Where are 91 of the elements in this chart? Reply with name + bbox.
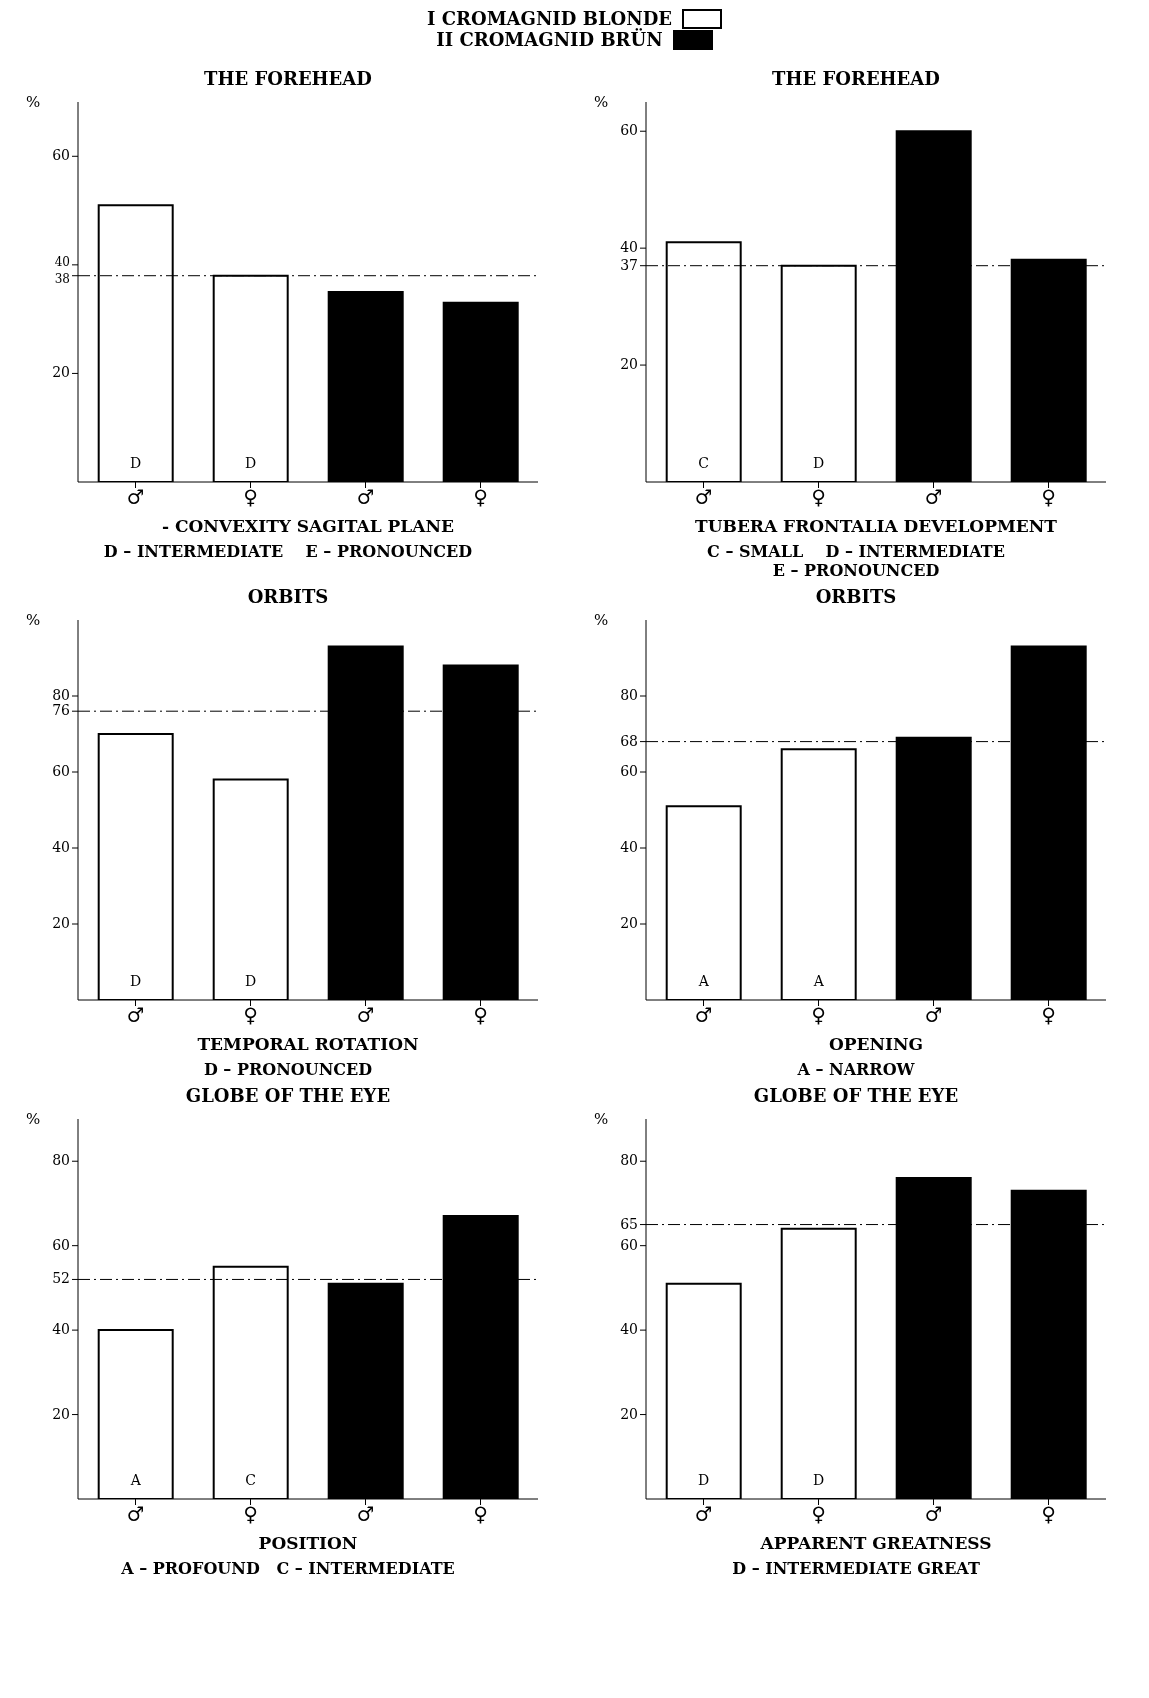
data-label: D: [245, 455, 257, 471]
y-tick-label: 20: [620, 915, 638, 931]
x-tick-label: ♂: [694, 1502, 713, 1527]
y-tick-label: 20: [620, 1405, 638, 1422]
y-tick-label: 65: [620, 1215, 638, 1232]
x-axis-title: TUBERA FRONTALIA DEVELOPMENT: [695, 516, 1058, 536]
x-axis-title: - CONVEXITY SAGITAL PLANE: [162, 516, 455, 536]
text: D – PRONOUNCED: [202, 1060, 374, 1079]
x-tick-label: ♀: [1041, 1003, 1056, 1028]
x-axis-title: APPARENT GREATNESS: [759, 1533, 992, 1553]
text: D – INTERMEDIATE GREAT: [731, 1559, 981, 1578]
y-tick-label: 20: [620, 356, 638, 373]
data-label: A: [129, 1472, 142, 1488]
x-tick-label: ♂: [126, 1003, 145, 1028]
y-tick-label: 40: [54, 254, 70, 269]
x-tick-label: ♀: [811, 485, 826, 510]
data-label: D: [813, 455, 825, 471]
y-tick-label: 20: [52, 1405, 70, 1422]
x-tick-label: ♀: [243, 485, 258, 510]
data-label: D: [130, 973, 142, 989]
y-tick-label: 38: [54, 271, 70, 286]
x-tick-label: ♂: [694, 1003, 713, 1028]
x-tick-label: ♀: [243, 1003, 258, 1028]
legend-label: II CROMAGNID BRÜN: [436, 29, 663, 50]
x-tick-label: ♀: [473, 1003, 488, 1028]
chart-title: ORBITS: [814, 586, 898, 609]
y-tick-label: 60: [52, 1236, 70, 1253]
y-tick-label: 37: [620, 256, 638, 273]
y-tick-label: 60: [620, 763, 638, 779]
y-tick-label: 60: [52, 147, 70, 164]
chart-title: GLOBE OF THE EYE: [184, 1085, 392, 1108]
chart-title: THE FOREHEAD: [771, 68, 941, 91]
data-label: D: [813, 1472, 825, 1488]
y-tick-label: 60: [52, 763, 70, 779]
y-tick-label: 20: [52, 915, 70, 931]
x-tick-label: ♀: [243, 1502, 258, 1527]
x-axis-title: POSITION: [258, 1533, 358, 1553]
x-tick-label: ♀: [473, 485, 488, 510]
x-tick-label: ♂: [924, 1502, 943, 1527]
x-tick-label: ♂: [126, 485, 145, 510]
y-tick-label: 40: [620, 1321, 638, 1338]
x-tick-label: ♀: [1041, 1502, 1056, 1527]
x-tick-label: ♀: [473, 1502, 488, 1527]
x-tick-label: ♂: [126, 1502, 145, 1527]
x-tick-label: ♂: [924, 1003, 943, 1028]
y-tick-label: 52: [52, 1270, 70, 1287]
data-label: C: [698, 455, 710, 471]
x-tick-label: ♂: [694, 485, 713, 510]
y-tick-label: 40: [52, 839, 70, 855]
x-tick-label: ♀: [811, 1003, 826, 1028]
x-tick-label: ♂: [356, 1003, 375, 1028]
y-axis-title: %: [26, 610, 41, 629]
text: D – INTERMEDIATE E – PRONOUNCED: [102, 542, 474, 561]
text: A – PROFOUND C – INTERMEDIATE: [120, 1559, 456, 1578]
chart-title: ORBITS: [246, 586, 330, 609]
y-axis-title: %: [594, 92, 609, 111]
text: A – NARROW: [796, 1060, 916, 1079]
y-tick-label: 20: [52, 364, 70, 381]
y-axis-title: %: [26, 1109, 41, 1128]
y-tick-label: 60: [620, 1236, 638, 1253]
y-tick-label: 68: [620, 732, 638, 749]
x-tick-label: ♀: [811, 1502, 826, 1527]
text: E – PRONOUNCED: [771, 561, 941, 580]
y-tick-label: 40: [620, 839, 638, 855]
y-tick-label: 80: [620, 687, 638, 703]
y-tick-label: 40: [620, 239, 638, 256]
y-axis-title: %: [26, 92, 41, 111]
data-label: C: [245, 1472, 257, 1488]
text: C – SMALL D – INTERMEDIATE: [706, 542, 1006, 561]
chart-title: THE FOREHEAD: [203, 68, 373, 91]
y-tick-label: 60: [620, 122, 638, 139]
y-tick-label: 80: [52, 1152, 70, 1169]
x-axis-title: TEMPORAL ROTATION: [197, 1034, 419, 1054]
y-tick-label: 76: [52, 702, 71, 719]
x-tick-label: ♂: [356, 1502, 375, 1527]
data-label: D: [245, 973, 257, 989]
y-tick-label: 80: [52, 687, 70, 703]
x-axis-title: OPENING: [828, 1034, 924, 1054]
x-tick-label: ♂: [356, 485, 375, 510]
y-tick-label: 40: [52, 1321, 70, 1338]
data-label: A: [812, 973, 825, 989]
y-axis-title: %: [594, 610, 609, 629]
data-label: A: [697, 973, 710, 989]
y-tick-label: 80: [620, 1152, 638, 1169]
data-label: D: [130, 455, 142, 471]
y-axis-title: %: [594, 1109, 609, 1128]
x-tick-label: ♀: [1041, 485, 1056, 510]
chart-title: GLOBE OF THE EYE: [752, 1085, 960, 1108]
x-tick-label: ♂: [924, 485, 943, 510]
legend-label: I CROMAGNID BLONDE: [427, 8, 672, 29]
data-label: D: [698, 1472, 710, 1488]
